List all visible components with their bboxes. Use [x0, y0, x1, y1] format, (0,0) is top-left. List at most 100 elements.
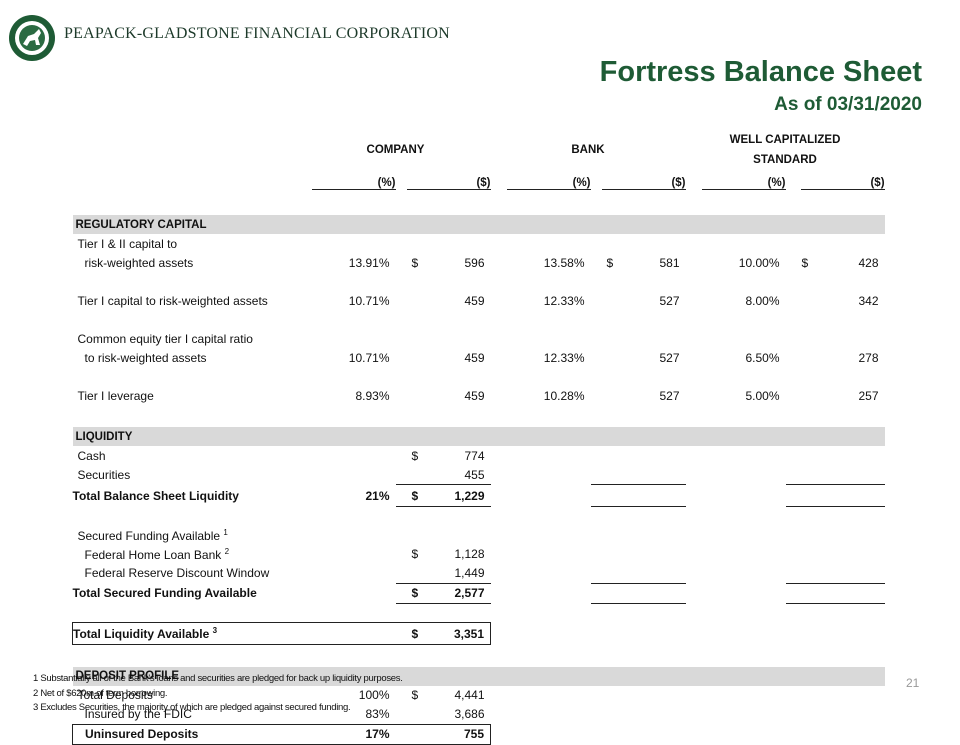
row-label: Total Secured Funding Available	[72, 586, 257, 600]
percent-cell: 6.50%	[745, 350, 780, 365]
row-label: Total Deposits	[77, 688, 153, 702]
group-header: WELL CAPITALIZED STANDARD	[729, 134, 841, 166]
currency-sign: $	[411, 255, 419, 270]
percent-cell	[300, 622, 396, 645]
row-label: Insured by the FDIC	[84, 707, 192, 721]
layout: Total Liquidity Available	[73, 627, 210, 641]
percent-cell: 8.93%	[355, 388, 390, 403]
table-row	[73, 405, 885, 427]
layout	[23, 29, 41, 46]
layout: ($)	[786, 170, 885, 196]
row-label: Uninsured Deposits	[72, 723, 301, 745]
currency-sign	[590, 583, 626, 604]
balance-table: COMPANY BANK WELL CAPITALIZED STANDARD (%)…	[72, 130, 885, 745]
layout	[73, 310, 301, 329]
value-cell	[625, 484, 686, 507]
percent-cell: 13.58%	[543, 255, 585, 270]
row-label: Common equity tier I capital ratio	[77, 331, 253, 346]
currency-sign	[590, 484, 626, 507]
table-row: (%) ($) (%) ($) (%) ($)	[73, 170, 885, 196]
currency-sign	[396, 705, 431, 725]
table-row: Total Deposits 100% $4,441	[73, 686, 885, 705]
percent-cell	[301, 583, 396, 603]
currency-sign: $	[606, 255, 614, 270]
percent-cell: 13.91%	[348, 255, 390, 270]
footnote: 3 Excludes Securities, the majority of w…	[33, 702, 351, 713]
percent-cell	[491, 686, 591, 705]
percent-cell	[491, 545, 591, 564]
value-cell: 1,128	[454, 547, 485, 561]
currency-sign	[591, 291, 626, 310]
layout	[73, 405, 301, 427]
percent-cell: 100%	[358, 688, 390, 702]
table-row: Tier I & II capital to	[73, 234, 885, 253]
table-row	[73, 507, 885, 526]
unit-header: ($)	[601, 177, 686, 190]
percent-cell	[686, 564, 786, 584]
percent-cell	[491, 564, 591, 584]
table-row: risk-weighted assets 13.91% $596 13.58% $581…	[73, 253, 885, 272]
footnote: 2 Net of $620m of term borrowing.	[33, 688, 168, 699]
percent-cell: 17%	[300, 723, 396, 745]
value-cell	[821, 724, 885, 744]
percent-cell	[686, 465, 786, 485]
currency-sign: $	[411, 547, 419, 561]
row-label: Tier I & II capital to	[77, 236, 178, 251]
value-cell	[821, 686, 885, 705]
row-label: Total Balance Sheet Liquidity	[72, 488, 239, 503]
title: Fortress Balance Sheet	[599, 56, 922, 88]
row-label: Secured Funding Available 1	[73, 526, 301, 545]
row-label: Securities	[77, 467, 131, 482]
currency-sign: $	[411, 688, 419, 702]
currency-sign	[591, 545, 626, 564]
percent-cell	[301, 446, 396, 465]
layout	[301, 329, 885, 348]
percent-cell	[686, 705, 786, 725]
value-cell: 596	[464, 255, 485, 270]
percent-cell	[491, 465, 591, 485]
row-label: Federal Home Loan Bank 2	[73, 545, 301, 564]
footnote-ref: 3	[212, 626, 218, 635]
value-cell: 527	[659, 293, 680, 308]
percent-cell	[686, 485, 786, 507]
percent-cell: 83%	[365, 707, 390, 721]
currency-sign	[785, 484, 821, 507]
value-cell	[625, 563, 686, 584]
currency-sign: $	[411, 448, 419, 463]
table-row	[73, 272, 885, 291]
value-cell	[820, 563, 885, 584]
logo	[9, 15, 55, 61]
currency-sign	[395, 465, 431, 485]
percent-cell	[686, 545, 786, 564]
currency-sign	[591, 686, 626, 705]
percent-cell	[491, 583, 591, 603]
percent-cell	[491, 446, 591, 465]
subtitle: As of 03/31/2020	[774, 94, 922, 115]
section-title: REGULATORY CAPITAL	[72, 215, 885, 234]
percent-cell: 5.00%	[745, 388, 780, 403]
value-cell	[820, 583, 885, 604]
percent-cell: 12.33%	[543, 293, 585, 308]
table-row: Total Secured Funding Available $2,577	[72, 583, 885, 604]
currency-sign	[786, 686, 821, 705]
currency-sign	[786, 348, 821, 367]
value-cell: 527	[659, 350, 680, 365]
table-row: Securities 455	[73, 465, 885, 485]
table-row: Total Balance Sheet Liquidity 21% $1,229	[72, 484, 885, 507]
value-cell: 2,577	[430, 583, 491, 604]
unit-header: (%)	[311, 177, 396, 190]
percent-cell	[491, 485, 591, 507]
value-cell	[626, 686, 686, 705]
currency-sign	[396, 291, 431, 310]
currency-sign	[786, 386, 821, 405]
percent-cell: 12.33%	[543, 350, 585, 365]
footnote: 1 Substantially all of the Bank's loans …	[33, 673, 403, 684]
layout	[73, 645, 301, 667]
value-cell: 459	[464, 293, 485, 308]
value-cell: 342	[858, 293, 879, 308]
currency-sign	[590, 465, 626, 485]
footnote-ref: 2	[224, 546, 230, 556]
row-label: Tier I capital to risk-weighted assets	[77, 293, 268, 308]
section-title: LIQUIDITY	[72, 427, 885, 446]
currency-sign	[591, 724, 626, 744]
